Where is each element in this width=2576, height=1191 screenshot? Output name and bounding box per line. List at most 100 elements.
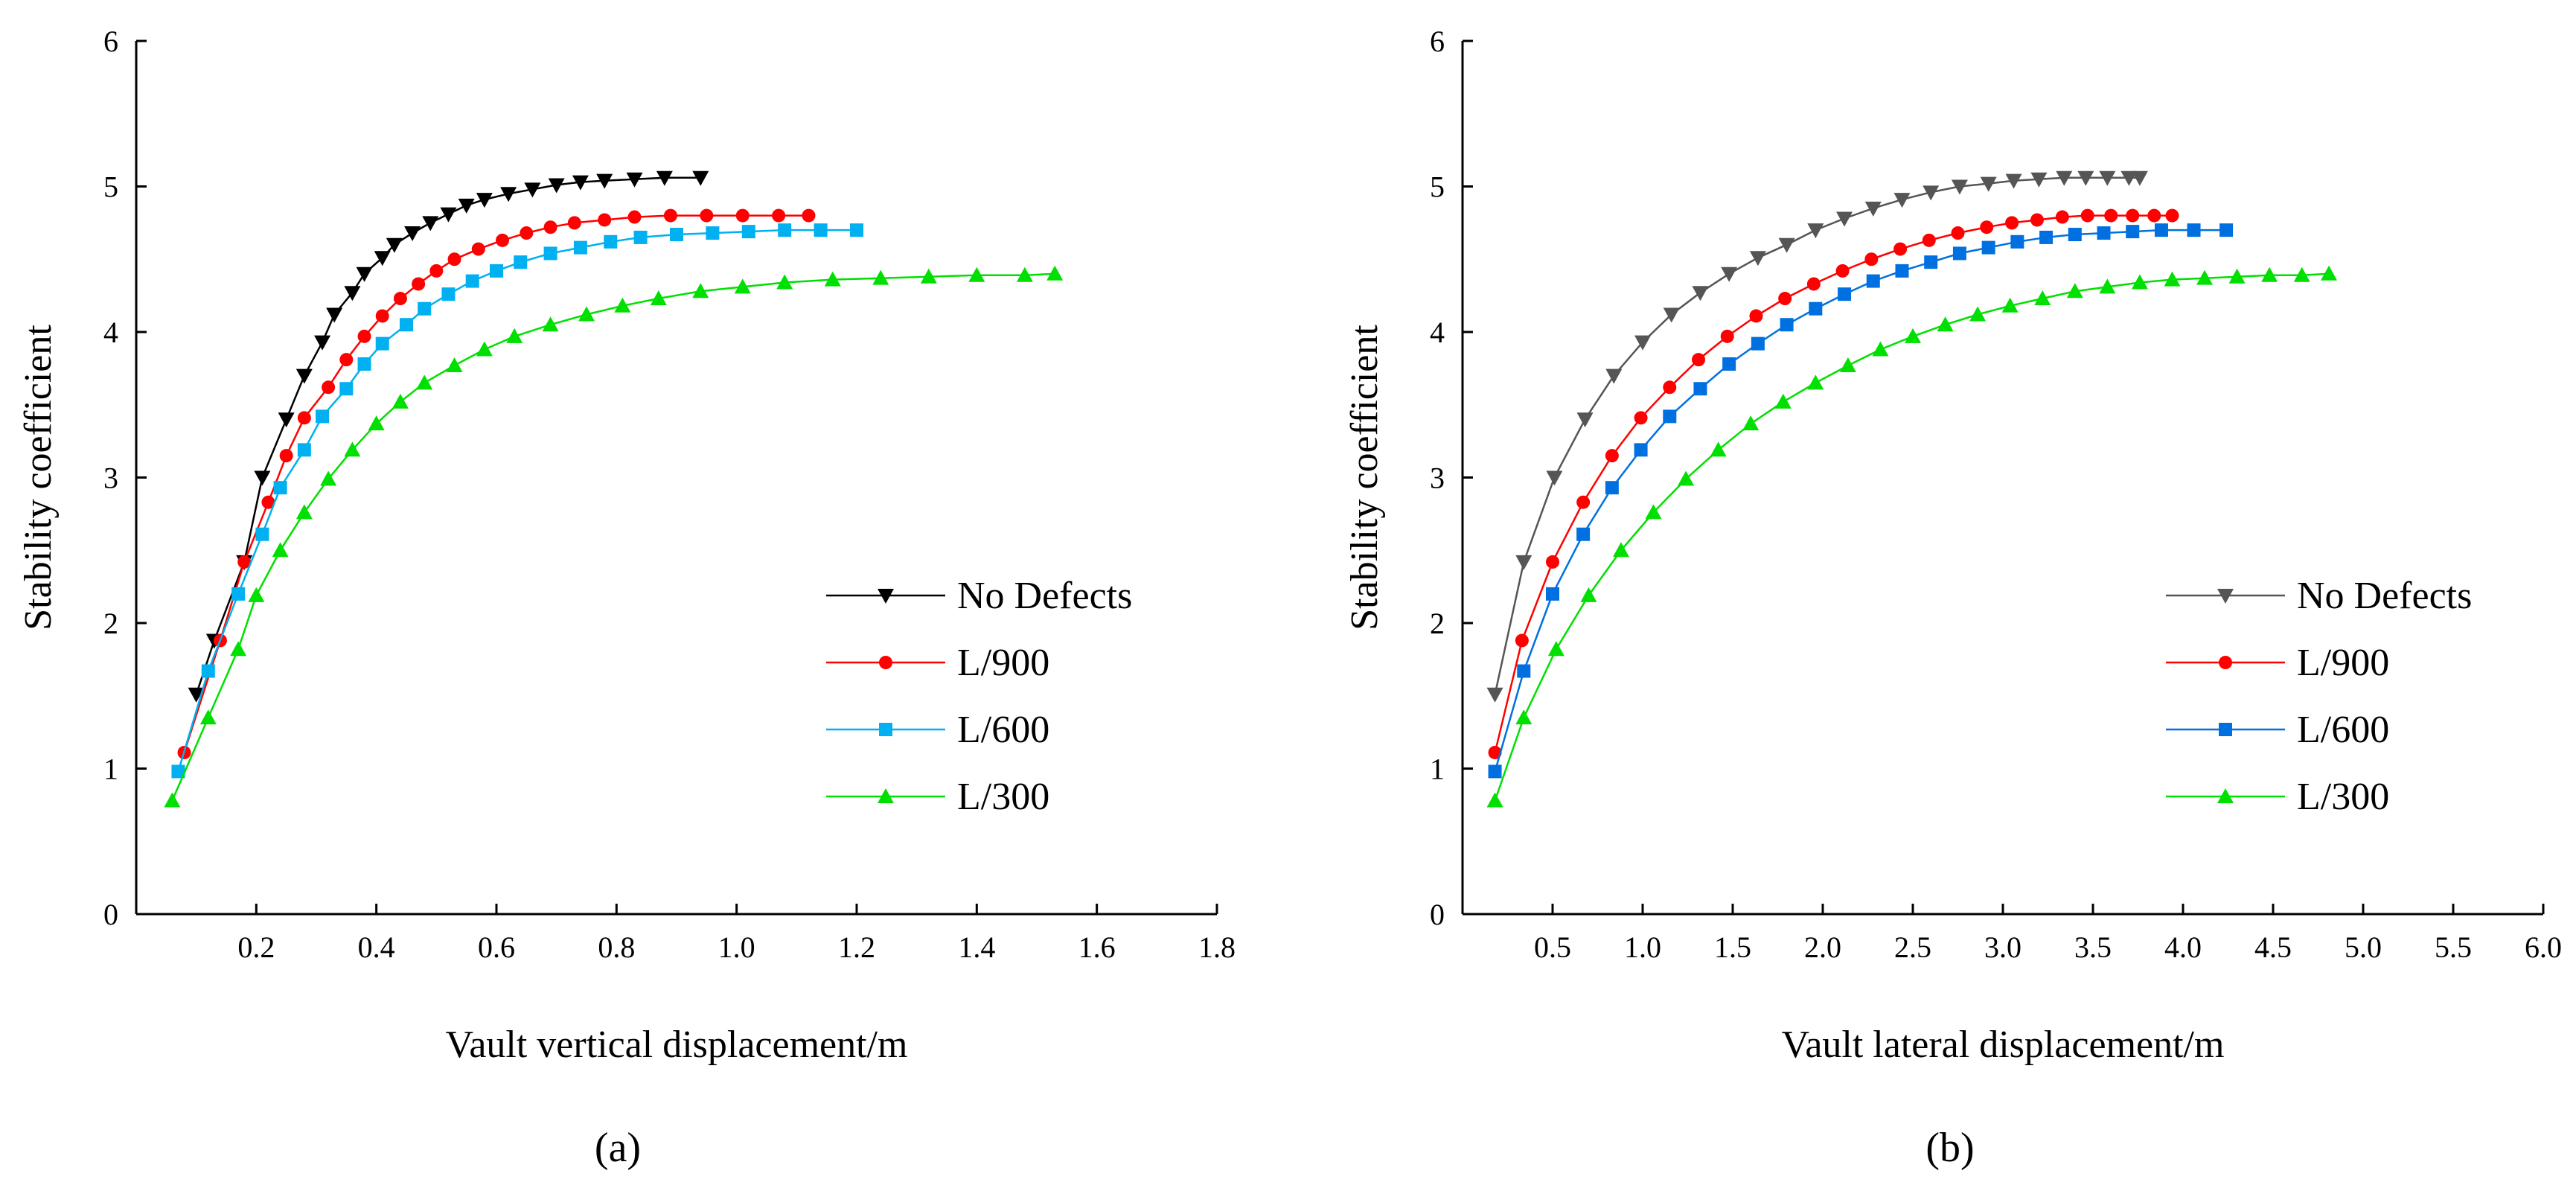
x-tick-label: 3.0 — [1984, 930, 2022, 964]
data-point — [2055, 210, 2069, 224]
data-point — [1720, 329, 1734, 343]
data-point — [543, 220, 557, 234]
legend-entry: No Defects — [2166, 575, 2472, 617]
data-point — [1836, 211, 1853, 227]
legend-entry: L/300 — [826, 776, 1049, 818]
data-point — [1866, 274, 1880, 288]
data-point — [356, 266, 373, 282]
series-l-900 — [177, 208, 816, 759]
data-point — [164, 792, 181, 808]
data-point — [500, 187, 517, 202]
data-point — [1864, 252, 1879, 266]
legend-entry: L/300 — [2166, 776, 2389, 818]
x-tick-label: 1.4 — [958, 930, 995, 964]
data-point — [543, 246, 557, 261]
data-point — [920, 268, 937, 284]
data-point — [1634, 335, 1651, 351]
data-point — [2126, 208, 2140, 223]
data-point — [476, 341, 493, 357]
data-point — [375, 336, 389, 351]
data-point — [2005, 216, 2019, 230]
data-point — [1046, 265, 1064, 281]
y-tick-label: 3 — [1430, 462, 1445, 495]
data-point — [465, 274, 479, 288]
data-point — [1838, 287, 1852, 301]
data-point — [772, 208, 786, 223]
data-point — [968, 266, 985, 282]
data-point — [471, 242, 485, 256]
x-tick-label: 2.5 — [1894, 930, 1931, 964]
legend-marker — [2217, 589, 2234, 604]
data-point — [524, 182, 541, 198]
series-line — [1494, 176, 2140, 695]
legend-label: No Defects — [957, 575, 1132, 617]
data-point — [1546, 555, 1559, 569]
data-point — [1612, 542, 1629, 558]
data-point — [663, 208, 677, 223]
data-point — [1807, 223, 1824, 239]
data-point — [2164, 271, 2181, 287]
data-point — [1924, 255, 1938, 269]
data-point — [339, 382, 354, 396]
y-tick-label: 2 — [103, 607, 118, 640]
data-point — [429, 264, 444, 278]
x-tick-label: 5.5 — [2435, 930, 2472, 964]
data-point — [2001, 297, 2019, 313]
x-tick-label: 0.5 — [1534, 930, 1571, 964]
data-point — [1576, 412, 1594, 428]
data-point — [2147, 208, 2161, 223]
data-point — [1951, 179, 1968, 195]
data-point — [650, 290, 667, 306]
y-tick-label: 3 — [103, 462, 118, 495]
data-point — [1663, 409, 1677, 424]
x-axis-title: Vault lateral displacement/m — [1782, 1024, 2225, 1066]
data-point — [230, 641, 247, 657]
x-tick-label: 1.0 — [718, 930, 755, 964]
data-point — [1722, 357, 1736, 371]
chart-panel-b: 0 1 2 3 4 5 6 0.5 1.0 1.5 2.0 2.5 3.0 3.5 4.0 4.5 5.0 5.5… — [1343, 25, 2562, 1171]
data-point — [440, 207, 457, 223]
y-tick-label: 4 — [103, 316, 118, 349]
data-point — [1749, 309, 1763, 323]
data-point — [1605, 368, 1623, 384]
data-point — [1922, 233, 1936, 247]
data-point — [391, 393, 409, 409]
data-point — [1806, 277, 1821, 291]
data-point — [2066, 283, 2083, 298]
x-tick-label: 1.6 — [1078, 930, 1116, 964]
legend-entry: L/600 — [2166, 709, 2389, 751]
x-tick-label: 0.4 — [358, 930, 395, 964]
data-point — [2187, 223, 2201, 237]
data-point — [1016, 266, 1033, 282]
legend-label: L/900 — [957, 642, 1049, 684]
data-point — [506, 328, 523, 343]
data-point — [2005, 173, 2022, 189]
data-point — [2030, 172, 2048, 188]
data-point — [446, 357, 463, 372]
data-point — [706, 226, 720, 240]
data-point — [1872, 341, 1889, 357]
legend-label: L/300 — [2297, 776, 2389, 818]
panel-label: (a) — [595, 1125, 641, 1171]
data-point — [254, 470, 271, 486]
data-point — [2196, 269, 2214, 285]
data-point — [1951, 226, 1965, 240]
data-point — [2261, 266, 2278, 282]
data-point — [1645, 504, 1662, 520]
data-point — [1807, 374, 1824, 390]
data-point — [2219, 223, 2234, 237]
data-point — [734, 278, 751, 294]
x-tick-label: 1.8 — [1198, 930, 1236, 964]
data-point — [1547, 641, 1565, 657]
data-point — [2077, 170, 2094, 186]
data-point — [1634, 443, 1648, 457]
data-point — [598, 213, 612, 227]
data-point — [1969, 306, 1987, 322]
data-point — [357, 329, 371, 343]
data-point — [1981, 240, 1995, 255]
data-point — [802, 208, 816, 223]
x-tick-label: 1.2 — [838, 930, 875, 964]
legend-entry: No Defects — [826, 575, 1132, 617]
data-point — [1895, 264, 1909, 278]
